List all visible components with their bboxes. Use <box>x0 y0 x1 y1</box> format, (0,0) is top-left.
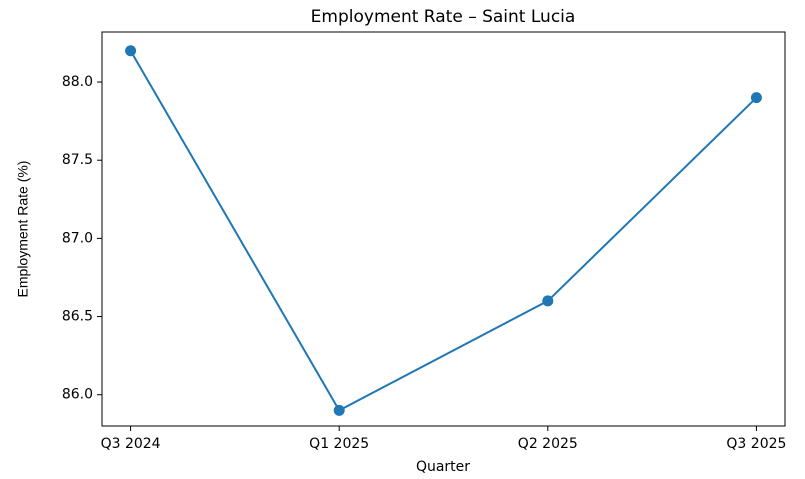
x-tick-label: Q2 2025 <box>518 436 578 452</box>
x-tick-label: Q1 2025 <box>309 436 369 452</box>
data-point <box>333 404 345 416</box>
x-tick-label: Q3 2024 <box>101 436 161 452</box>
data-point <box>542 295 554 307</box>
chart-title: Employment Rate – Saint Lucia <box>311 7 576 27</box>
data-point <box>750 92 762 104</box>
y-tick-label: 87.0 <box>62 230 93 246</box>
series-line <box>129 50 758 412</box>
x-tick-label: Q3 2025 <box>726 436 786 452</box>
y-tick-label: 88.0 <box>62 74 93 90</box>
plot-frame <box>101 31 786 427</box>
data-point <box>125 45 137 57</box>
x-axis-label: Quarter <box>416 459 470 475</box>
y-tick-label: 86.5 <box>62 309 93 325</box>
y-tick-label: 87.5 <box>62 152 93 168</box>
y-axis-label: Employment Rate (%) <box>15 161 31 298</box>
y-tick-label: 86.0 <box>62 387 93 403</box>
